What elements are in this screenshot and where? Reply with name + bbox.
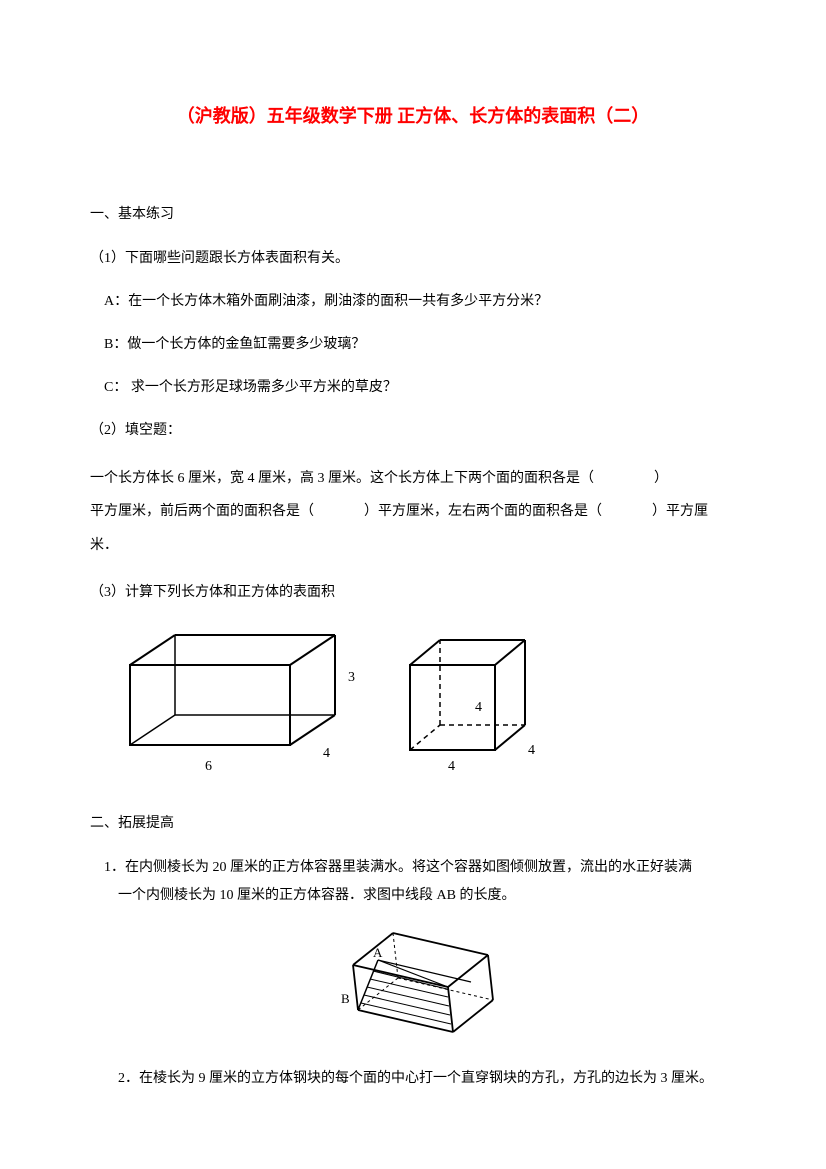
q2-text-3: 米． bbox=[90, 538, 118, 553]
q1-option-b: B：做一个长方体的金鱼缸需要多少玻璃？ bbox=[90, 332, 736, 357]
cuboid-diagram: 3 4 6 bbox=[120, 625, 350, 771]
q2-text-1b: ） bbox=[654, 471, 668, 486]
section2-heading: 二、拓展提高 bbox=[90, 811, 736, 836]
q2-text-2b: ）平方厘米，左右两个面的面积各是（ bbox=[364, 504, 602, 519]
cuboid-svg bbox=[120, 625, 350, 760]
label-b-text: B bbox=[341, 991, 350, 1006]
q2-text-2a: 平方厘米，前后两个面的面积各是（ bbox=[90, 504, 314, 519]
tilted-cube-svg: A B bbox=[313, 925, 513, 1040]
title-text: （沪教版）五年级数学下册 正方体、长方体的表面积（二） bbox=[177, 106, 650, 126]
q1-option-a: A：在一个长方体木箱外面刷油漆，刷油漆的面积一共有多少平方分米？ bbox=[90, 289, 736, 314]
cube-svg bbox=[400, 630, 540, 760]
page-title: （沪教版）五年级数学下册 正方体、长方体的表面积（二） bbox=[90, 100, 736, 132]
q2-prompt: （2）填空题： bbox=[90, 418, 736, 443]
q1-prompt: （1）下面哪些问题跟长方体表面积有关。 bbox=[90, 246, 736, 271]
cube-height-label: 4 bbox=[475, 695, 482, 720]
s2-q1-line1: 1．在内侧棱长为 20 厘米的正方体容器里装满水。将这个容器如图倾侧放置，流出的… bbox=[104, 854, 736, 882]
cuboid-height-label: 3 bbox=[348, 665, 355, 690]
cuboid-length-label: 6 bbox=[205, 754, 212, 779]
q1-option-c: C： 求一个长方形足球场需多少平方米的草皮？ bbox=[90, 375, 736, 400]
q3-prompt: （3）计算下列长方体和正方体的表面积 bbox=[90, 580, 736, 605]
q2-text-2c: ）平方厘 bbox=[652, 504, 708, 519]
cuboid-width-label: 4 bbox=[323, 741, 330, 766]
section2: 二、拓展提高 1．在内侧棱长为 20 厘米的正方体容器里装满水。将这个容器如图倾… bbox=[90, 811, 736, 1093]
cube-diagram: 4 4 4 bbox=[400, 630, 540, 771]
s2-q2-text: 2．在棱长为 9 厘米的立方体钢块的每个面的中心打一个直穿钢块的方孔，方孔的边长… bbox=[104, 1065, 736, 1093]
cube-width-label: 4 bbox=[448, 754, 455, 779]
cube-depth-label: 4 bbox=[528, 738, 535, 763]
s2-q1-line2: 一个内侧棱长为 10 厘米的正方体容器．求图中线段 AB 的长度。 bbox=[90, 882, 736, 910]
label-a-text: A bbox=[373, 945, 383, 960]
q2-text-1a: 一个长方体长 6 厘米，宽 4 厘米，高 3 厘米。这个长方体上下两个面的面积各… bbox=[90, 471, 594, 486]
section1-heading: 一、基本练习 bbox=[90, 202, 736, 227]
diagram-container: 3 4 6 4 4 4 bbox=[120, 625, 736, 771]
tilted-cube-container: A B bbox=[90, 925, 736, 1040]
q2-fill-blank: 一个长方体长 6 厘米，宽 4 厘米，高 3 厘米。这个长方体上下两个面的面积各… bbox=[90, 462, 736, 563]
